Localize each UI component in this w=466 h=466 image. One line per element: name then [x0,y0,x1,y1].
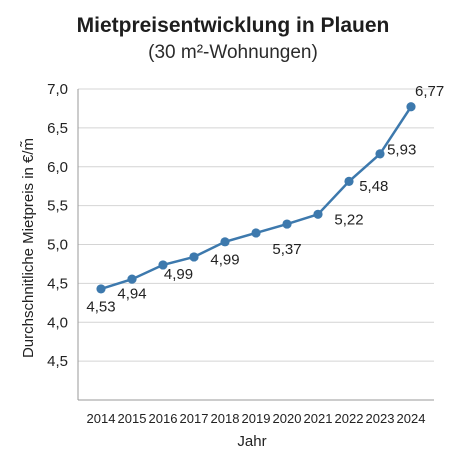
chart-title: Mietpreisentwicklung in Plauen [76,14,390,37]
y-tick-label: 5,5 [47,198,68,215]
data-point [375,149,385,159]
data-point [344,176,354,187]
data-point [96,284,106,294]
x-tick-label: 2022 [335,411,364,426]
data-point [220,237,230,247]
x-tick-label: 2019 [242,411,271,426]
x-axis-label: Jahr [237,433,266,450]
axes [77,89,434,401]
x-tick-label: 2020 [273,411,302,426]
y-tick-label: 4,5 [47,353,68,370]
x-tick-label: 2024 [397,411,426,426]
x-tick-label: 2023 [366,411,395,426]
x-tick-label: 2021 [304,411,333,426]
x-tick-label: 2017 [180,411,209,426]
y-tick-label: 4,5 [47,275,68,292]
data-label: 5,37 [272,241,301,258]
chart-subtitle: (30 m²-Wohnungen) [148,42,318,63]
data-point [406,102,416,112]
data-point [282,219,292,229]
data-point [189,252,199,262]
data-points [96,102,416,294]
data-label: 6,77 [415,83,444,100]
x-tick-label: 2016 [149,411,178,426]
x-tick-label: 2015 [118,411,147,426]
gridlines [78,88,434,362]
y-tick-label: 6,5 [47,120,68,137]
data-point [127,274,137,284]
data-point [313,209,323,219]
data-label: 4,94 [117,285,146,302]
data-labels: 4,534,94 4,99 4,99 5,37 5,22 5,48 5,93 6,77 [86,83,444,316]
series-line [100,106,413,291]
y-tick-label: 5,0 [47,237,68,254]
data-label: 5,22 [334,212,363,229]
data-point [158,260,168,270]
y-tick-labels: 7,0 6,5 6,0 5,5 5,0 4,5 4,0 4,5 [47,81,68,370]
data-point [251,228,261,238]
x-tick-label: 2018 [211,411,240,426]
data-label: 4,53 [86,299,115,316]
x-tick-label: 2014 [87,411,116,426]
y-tick-label: 6,0 [47,159,68,176]
y-tick-label: 4,0 [47,314,68,331]
data-label: 5,93 [387,141,416,158]
data-label: 4,99 [210,252,239,269]
data-label: 4,99 [164,266,193,283]
data-label: 5,48 [359,178,388,195]
y-tick-label: 7,0 [47,81,68,98]
x-tick-labels: 2014 2015 2016 2017 2018 2019 2020 2021 2022 2023… [87,411,426,426]
y-axis-label: Durchschnitliche Mietpreis in €/m̃ [20,138,37,358]
